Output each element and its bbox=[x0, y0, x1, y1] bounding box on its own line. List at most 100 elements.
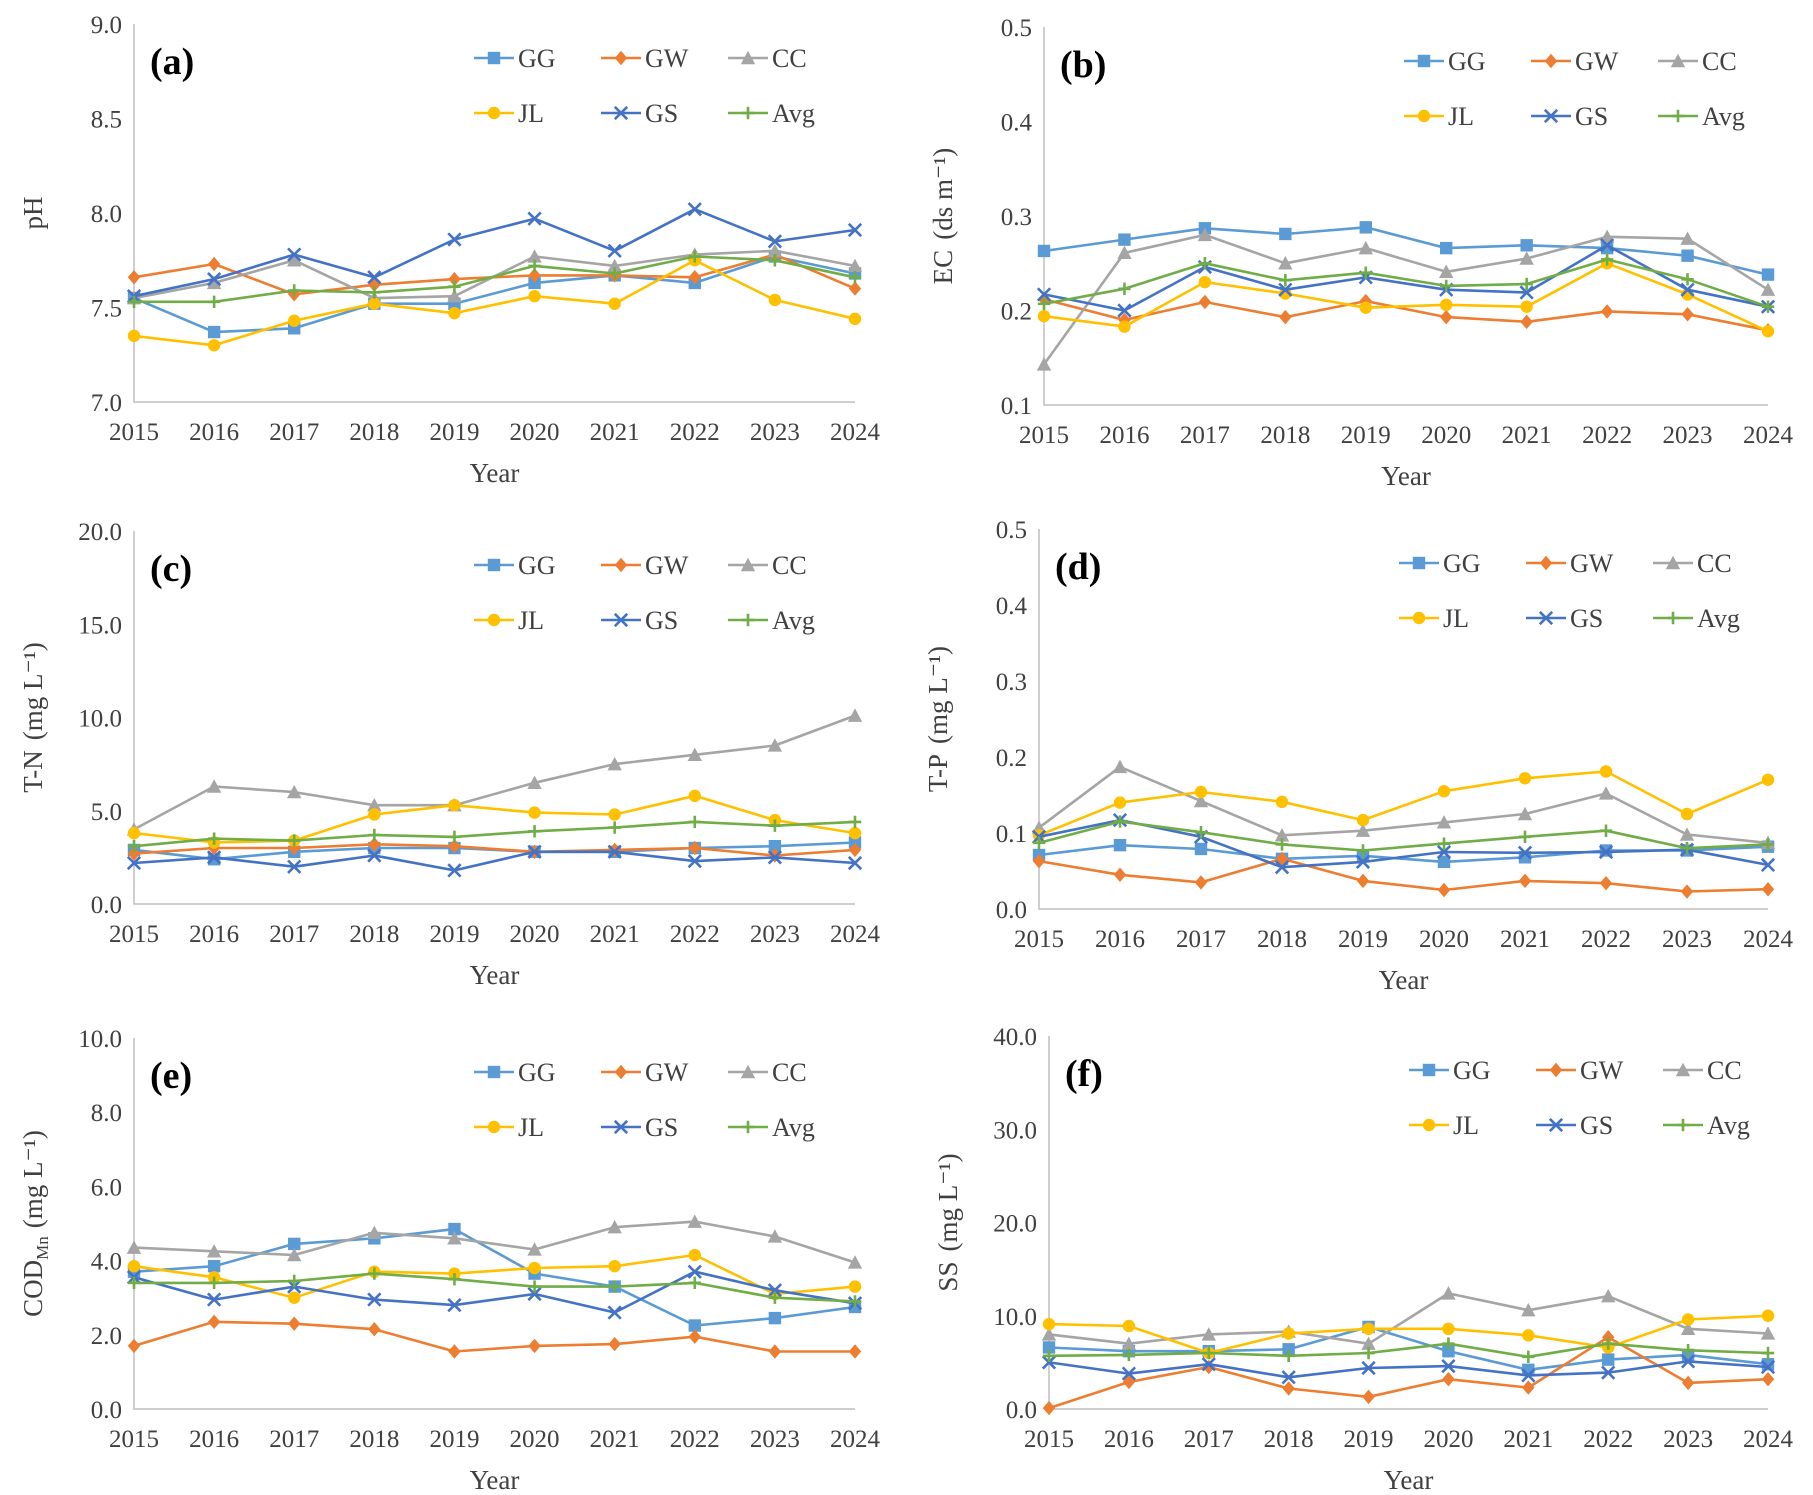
series-line-cc bbox=[133, 714, 856, 831]
data-point-avg bbox=[288, 1274, 301, 1288]
data-point-avg bbox=[608, 267, 621, 280]
legend-label: GG bbox=[1453, 1056, 1491, 1085]
data-point-gg bbox=[848, 836, 862, 849]
x-tick-label: 2015 bbox=[109, 419, 159, 446]
data-point-jl bbox=[1359, 301, 1372, 314]
series-cc bbox=[126, 708, 863, 836]
data-point-gs bbox=[1121, 1366, 1137, 1381]
data-point-cc bbox=[1439, 264, 1454, 278]
data-point-gs bbox=[607, 243, 622, 258]
legend-label: CC bbox=[772, 551, 807, 580]
data-point-gg bbox=[688, 1319, 701, 1332]
data-point-gw bbox=[1113, 867, 1127, 882]
data-point-gg bbox=[207, 853, 221, 866]
legend-marker bbox=[487, 558, 501, 572]
legend-item-gg: GG bbox=[474, 551, 556, 580]
legend-label: GW bbox=[1580, 1056, 1624, 1085]
data-point-gg bbox=[768, 839, 782, 853]
data-point-gg bbox=[1761, 268, 1775, 281]
data-point-avg bbox=[1202, 1346, 1215, 1360]
legend-label: GW bbox=[645, 1058, 689, 1087]
legend-label: CC bbox=[772, 44, 807, 73]
data-point-gs bbox=[126, 855, 142, 871]
y-tick-label: 20.0 bbox=[993, 1211, 1037, 1238]
data-point-jl bbox=[368, 297, 381, 310]
data-point-gw bbox=[288, 1316, 301, 1331]
legend-item-gw: GW bbox=[1531, 47, 1619, 76]
data-point-cc bbox=[607, 1220, 622, 1234]
data-point-cc bbox=[206, 275, 222, 290]
data-point-cc bbox=[1358, 240, 1373, 255]
data-point-gw bbox=[1680, 884, 1694, 899]
legend-item-cc: CC bbox=[1653, 549, 1732, 578]
data-point-gs bbox=[1361, 1360, 1376, 1376]
data-point-gw bbox=[1198, 294, 1212, 310]
x-tick-label: 2021 bbox=[1503, 1426, 1553, 1453]
series-line-gw bbox=[133, 1320, 855, 1353]
data-point-gg bbox=[1442, 1344, 1455, 1358]
series-line-avg bbox=[1048, 1342, 1769, 1359]
data-point-jl bbox=[448, 306, 461, 320]
series-cc bbox=[1036, 227, 1776, 371]
data-point-cc bbox=[767, 738, 783, 752]
data-point-cc bbox=[1036, 357, 1052, 371]
data-point-gs bbox=[287, 247, 302, 262]
data-point-gw bbox=[688, 840, 701, 856]
data-point-cc bbox=[1760, 1326, 1776, 1340]
data-point-avg bbox=[688, 1276, 701, 1290]
data-point-gw bbox=[768, 1344, 782, 1359]
series-line-gg bbox=[133, 1227, 856, 1327]
data-point-gs bbox=[1117, 303, 1132, 318]
x-tick-label: 2024 bbox=[1743, 926, 1794, 953]
data-point-gw bbox=[1442, 1371, 1455, 1387]
data-point-avg bbox=[1680, 842, 1694, 855]
data-point-avg bbox=[1761, 1346, 1775, 1360]
series-line-gw bbox=[1048, 1335, 1769, 1410]
legend-item-cc: CC bbox=[728, 1058, 807, 1087]
series-avg bbox=[1032, 815, 1775, 857]
legend-label: JL bbox=[1453, 1111, 1479, 1140]
series-avg bbox=[127, 1267, 862, 1308]
data-point-gg bbox=[1602, 1353, 1615, 1366]
data-point-gs bbox=[1680, 282, 1695, 297]
x-tick-label: 2023 bbox=[1662, 926, 1712, 953]
legend-marker bbox=[741, 1120, 755, 1134]
y-tick-label: 20.0 bbox=[78, 519, 122, 546]
legend-marker bbox=[487, 106, 501, 120]
x-tick-label: 2018 bbox=[349, 921, 399, 948]
data-point-avg bbox=[1275, 838, 1289, 851]
series-jl bbox=[127, 1248, 862, 1304]
data-point-gw bbox=[608, 842, 621, 858]
data-point-cc bbox=[367, 797, 382, 812]
data-point-cc bbox=[847, 1255, 863, 1269]
x-tick-label: 2019 bbox=[429, 1426, 479, 1453]
x-tick-label: 2019 bbox=[1341, 422, 1391, 449]
data-point-gs bbox=[447, 863, 462, 878]
data-point-jl bbox=[288, 314, 301, 327]
legend-label: GG bbox=[518, 1058, 556, 1087]
y-axis-title: CODMn(mg L⁻¹) bbox=[18, 1130, 52, 1317]
series-line-gg bbox=[133, 255, 856, 334]
data-point-cc bbox=[1679, 827, 1695, 841]
series-avg bbox=[127, 815, 862, 853]
y-tick-label: 0.0 bbox=[996, 897, 1027, 924]
series-line-jl bbox=[133, 1253, 856, 1299]
series-line-gs bbox=[133, 850, 856, 872]
series-line-jl bbox=[1038, 770, 1769, 837]
data-point-avg bbox=[1442, 1337, 1455, 1350]
data-point-avg bbox=[768, 819, 782, 832]
legend: GG GW CC JL GS Avg bbox=[474, 44, 815, 128]
data-point-jl bbox=[528, 1261, 541, 1275]
data-point-gw bbox=[1122, 1374, 1136, 1390]
data-point-gs bbox=[367, 848, 382, 863]
x-tick-label: 2024 bbox=[1743, 1426, 1794, 1453]
series-avg bbox=[1042, 1337, 1775, 1363]
panel-label: (a) bbox=[150, 41, 194, 83]
data-point-cc bbox=[1121, 1336, 1137, 1350]
y-axis-title: T-P(mg L⁻¹) bbox=[923, 646, 953, 792]
x-tick-label: 2015 bbox=[1014, 926, 1064, 953]
series-line-gs bbox=[1038, 818, 1769, 869]
data-point-jl bbox=[848, 826, 862, 840]
data-point-gs bbox=[527, 1286, 542, 1302]
